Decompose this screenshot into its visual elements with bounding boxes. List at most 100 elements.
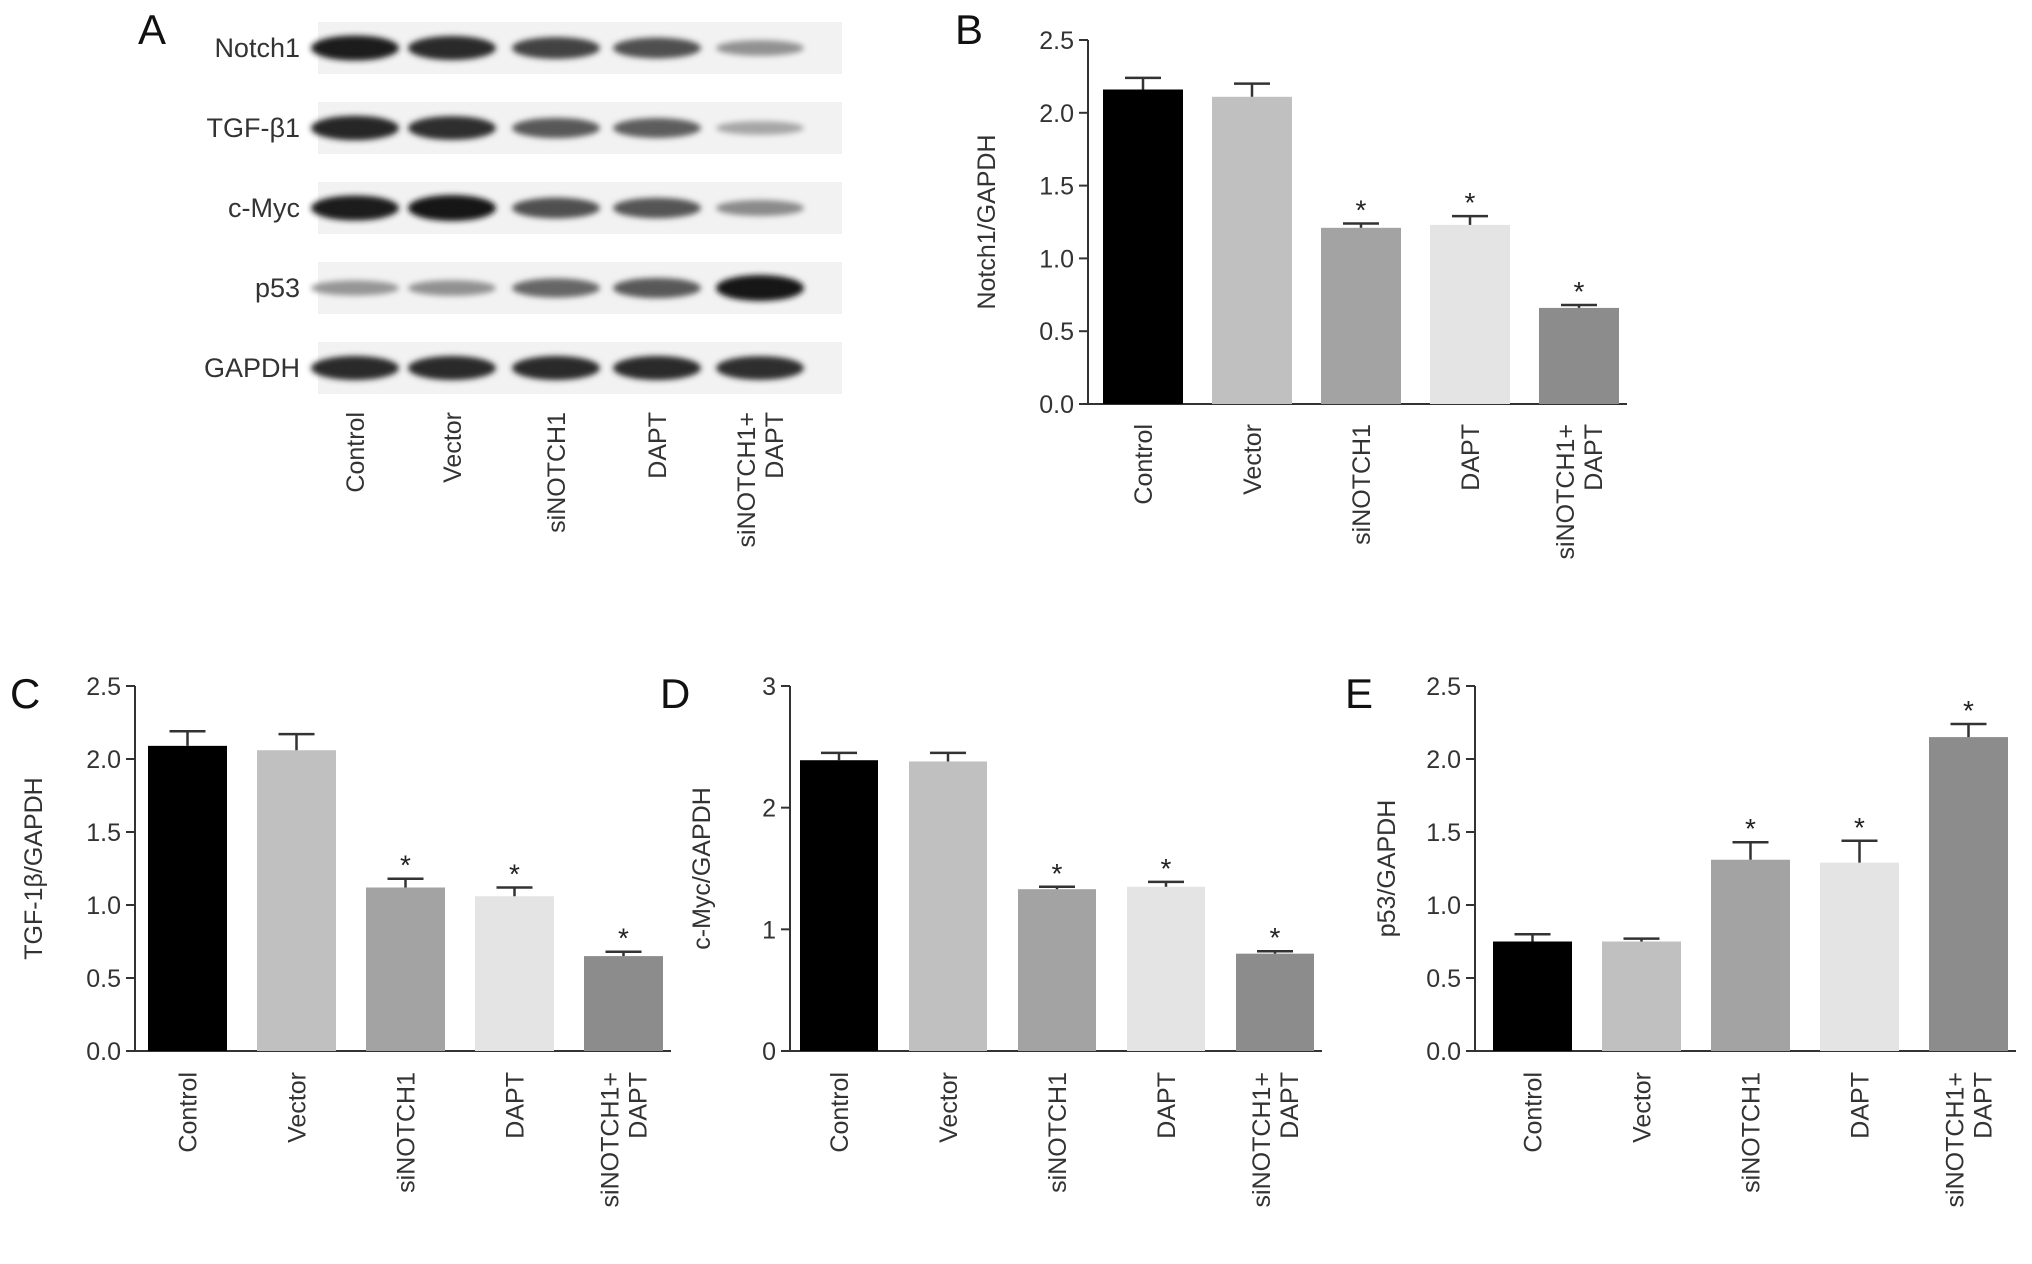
blot-band — [512, 117, 600, 139]
category-label-sinotch1: siNOTCH1 — [393, 1072, 421, 1193]
blot-band — [408, 195, 496, 221]
blot-band — [311, 195, 399, 221]
significance-marker: * — [400, 850, 411, 881]
category-label-sinotch1-dapt-line: siNOTCH1+ — [1248, 1072, 1276, 1207]
y-tick-label: 0.5 — [86, 965, 121, 993]
blot-row-tgf-1: TGF-β1 — [206, 102, 842, 154]
blot-lane-label-0: Control — [342, 412, 370, 493]
y-tick-label: 2 — [762, 795, 776, 823]
significance-marker: * — [509, 858, 520, 889]
bar-dapt — [1820, 862, 1899, 1051]
category-label-vector: Vector — [1629, 1072, 1657, 1143]
blot-lane-label-3: DAPT — [644, 412, 672, 479]
category-label-sinotch1-line: siNOTCH1 — [393, 1072, 421, 1193]
blot-band — [716, 121, 804, 135]
blot-band — [613, 37, 701, 59]
category-label-dapt: DAPT — [502, 1072, 530, 1139]
blot-lane-label-4-line: DAPT — [761, 412, 789, 479]
bar-sinotch1 — [1018, 889, 1096, 1051]
blot-lane-label-4-line: siNOTCH1+ — [733, 412, 761, 547]
category-label-vector-line: Vector — [935, 1072, 963, 1143]
blot-lane-label-1-line: Vector — [439, 412, 467, 483]
category-label-sinotch1-line: siNOTCH1 — [1044, 1072, 1072, 1193]
bar-control — [800, 760, 878, 1051]
panel-letter-c: C — [10, 670, 40, 717]
blot-band — [613, 355, 701, 381]
significance-marker: * — [1270, 922, 1281, 953]
category-label-vector-line: Vector — [1239, 424, 1267, 495]
blot-band — [311, 115, 399, 141]
y-tick-label: 2.5 — [86, 673, 121, 701]
blot-lane-label-2: siNOTCH1 — [543, 412, 571, 533]
category-label-dapt-line: DAPT — [1847, 1072, 1875, 1139]
significance-marker: * — [1161, 853, 1172, 884]
blot-band — [311, 355, 399, 381]
category-label-sinotch1-line: siNOTCH1 — [1738, 1072, 1766, 1193]
blot-row-notch1: Notch1 — [214, 22, 842, 74]
category-label-dapt: DAPT — [1457, 424, 1485, 491]
category-label-sinotch1-dapt: siNOTCH1+ DAPT — [1248, 1072, 1304, 1207]
blot-band — [512, 197, 600, 219]
blot-row-label: Notch1 — [214, 33, 300, 63]
bar-sinotch1-dapt — [1539, 307, 1619, 404]
category-label-sinotch1: siNOTCH1 — [1044, 1072, 1072, 1193]
blot-lane-label-3-line: DAPT — [644, 412, 672, 479]
blot-lane-labels: Control Vector siNOTCH1 DAPT siNOTCH1+ DAPT — [342, 412, 789, 547]
bar-sinotch1 — [1711, 859, 1790, 1051]
y-tick-label: 0 — [762, 1038, 776, 1066]
y-tick-label: 2.5 — [1426, 673, 1461, 701]
category-label-control-line: Control — [1520, 1072, 1548, 1153]
category-label-sinotch1-dapt-line: siNOTCH1+ — [597, 1072, 625, 1207]
chart-panel-c: C TGF-1β/GAPDH 0.0 0.5 1.0 1.5 2.0 2.5 Control Ve… — [10, 670, 671, 1207]
bar-dapt — [1430, 224, 1510, 404]
significance-marker: * — [1052, 858, 1063, 889]
panel-letter-b: B — [955, 6, 983, 53]
blot-band — [311, 280, 399, 296]
y-tick-label: 0.5 — [1039, 318, 1074, 346]
significance-marker: * — [618, 923, 629, 954]
y-tick-label: 0.0 — [1426, 1038, 1461, 1066]
blot-band — [716, 356, 804, 380]
bar-control — [1103, 89, 1183, 404]
category-label-sinotch1: siNOTCH1 — [1738, 1072, 1766, 1193]
bar-vector — [909, 761, 987, 1051]
category-label-control-line: Control — [175, 1072, 203, 1153]
significance-marker: * — [1574, 276, 1585, 307]
y-tick-label: 1.0 — [1039, 245, 1074, 273]
blot-row-p53: p53 — [255, 262, 842, 314]
bar-sinotch1-dapt — [1236, 953, 1314, 1051]
bar-sinotch1 — [1321, 227, 1401, 404]
category-label-sinotch1-dapt-line: DAPT — [1970, 1072, 1998, 1139]
blot-band — [408, 280, 496, 296]
blot-row-label: p53 — [255, 273, 300, 303]
category-label-control: Control — [1130, 424, 1158, 505]
blot-band — [408, 116, 496, 140]
chart-panel-d: Dc-Myc/GAPDH 0 1 2 3 Control Vector * siNOTCH1 * D… — [660, 670, 1322, 1207]
bar-dapt — [475, 896, 554, 1051]
y-tick-label: 0.0 — [86, 1038, 121, 1066]
category-label-control: Control — [1520, 1072, 1548, 1153]
category-label-control-line: Control — [826, 1072, 854, 1153]
category-label-dapt-line: DAPT — [1153, 1072, 1181, 1139]
category-label-sinotch1: siNOTCH1 — [1348, 424, 1376, 545]
y-axis-title: p53/GAPDH — [1373, 800, 1401, 938]
blot-lane-label-0-line: Control — [342, 412, 370, 493]
bar-sinotch1 — [366, 887, 445, 1051]
y-tick-label: 1.5 — [1426, 819, 1461, 847]
category-label-sinotch1-dapt-line: siNOTCH1+ — [1942, 1072, 1970, 1207]
blot-row-label: GAPDH — [204, 353, 300, 383]
y-axis-title: c-Myc/GAPDH — [688, 787, 716, 950]
category-label-control: Control — [175, 1072, 203, 1153]
y-tick-label: 0.5 — [1426, 965, 1461, 993]
blot-lane-label-1: Vector — [439, 412, 467, 483]
category-label-vector: Vector — [935, 1072, 963, 1143]
y-tick-label: 1 — [762, 916, 776, 944]
category-label-control-line: Control — [1130, 424, 1158, 505]
blot-band — [408, 35, 496, 61]
blot-band — [716, 40, 804, 56]
blot-row-c-myc: c-Myc — [228, 182, 842, 234]
blot-row-gapdh: GAPDH — [204, 342, 842, 394]
significance-marker: * — [1465, 187, 1476, 218]
